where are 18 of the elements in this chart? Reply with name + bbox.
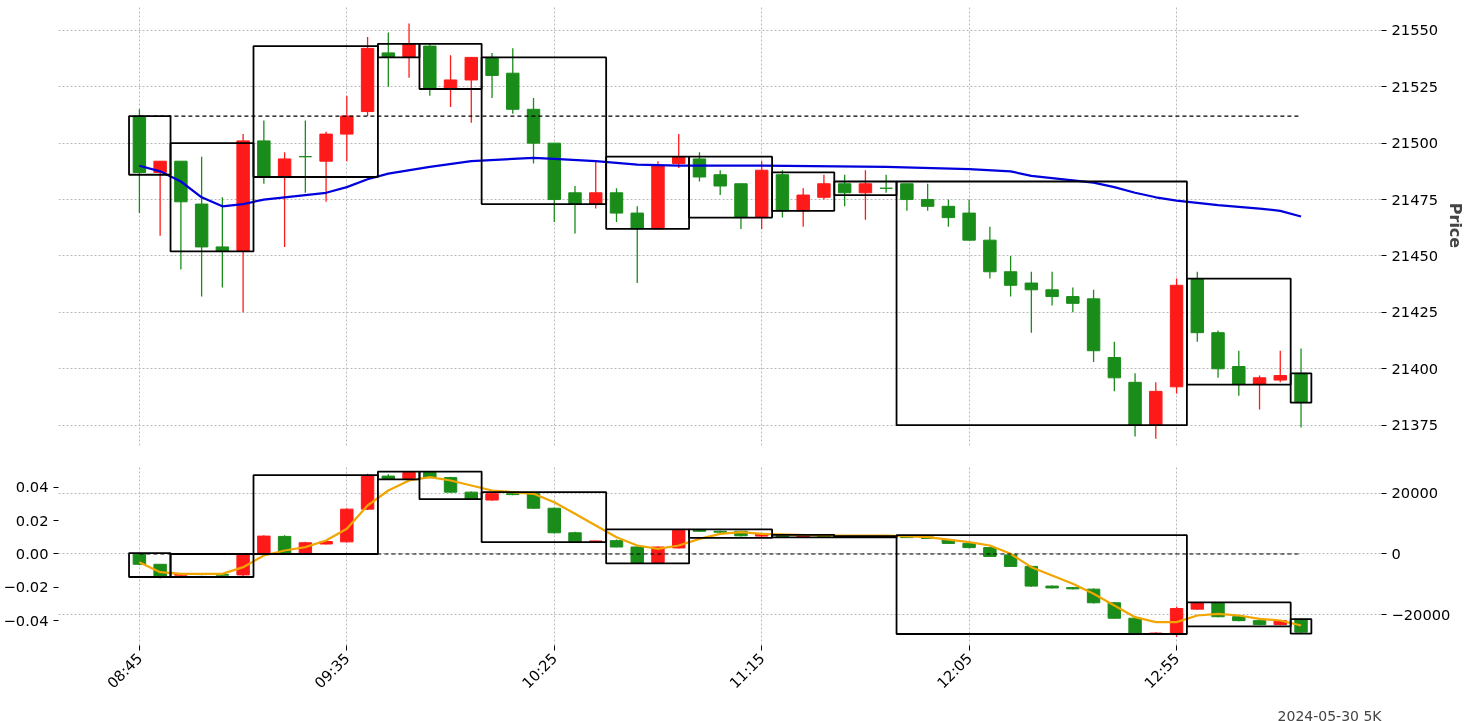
y2-tick-label: 21550 bbox=[1391, 21, 1439, 39]
y-tick-label: 0.00 bbox=[15, 544, 49, 562]
y-tick-label: −0.02 bbox=[3, 578, 49, 596]
y2-tick-label: 21525 bbox=[1391, 77, 1439, 95]
y2-tick-label: 21400 bbox=[1391, 359, 1439, 377]
y2-tick-label: 21475 bbox=[1391, 190, 1439, 208]
y-tick-label: −0.04 bbox=[3, 611, 49, 629]
y2-tick-label: 21500 bbox=[1391, 134, 1439, 152]
y2-axis-title: Price bbox=[1446, 202, 1466, 249]
text: 2024-05-30 5K bbox=[1277, 707, 1383, 721]
y2-tick-label: 21450 bbox=[1391, 246, 1439, 264]
y2-tick-label: −20000 bbox=[1391, 605, 1451, 623]
y2-tick-label: 0 bbox=[1391, 544, 1401, 562]
y2-tick-label: 20000 bbox=[1391, 484, 1439, 502]
y-tick-label: 0.02 bbox=[15, 511, 49, 529]
y2-tick-label: 21375 bbox=[1391, 416, 1439, 434]
y2-tick-label: 21425 bbox=[1391, 303, 1439, 321]
y-tick-label: 0.04 bbox=[15, 478, 49, 496]
